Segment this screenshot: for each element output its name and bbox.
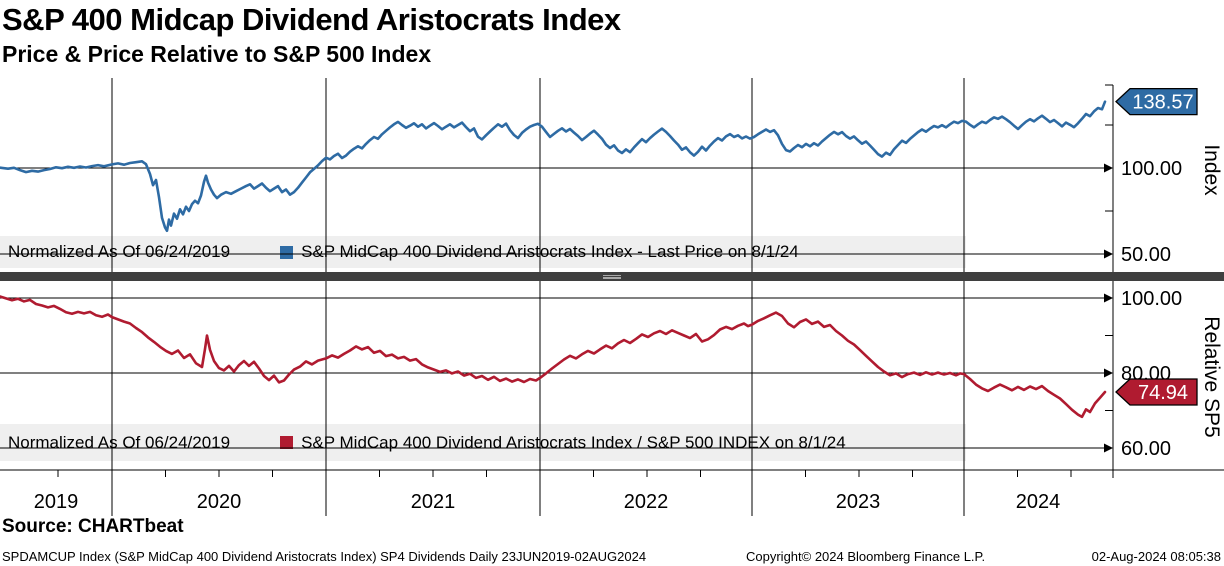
top-last-price-value: 138.57 (1132, 92, 1193, 114)
bottom-series-line (0, 295, 1107, 419)
bottom-ytick-label: 80.00 (1121, 363, 1171, 385)
panel-drag-handle-icon[interactable] (599, 273, 625, 280)
x-axis-year-label: 2021 (411, 491, 456, 513)
bottom-last-price-value: 74.94 (1138, 382, 1188, 404)
page-title: S&P 400 Midcap Dividend Aristocrats Inde… (2, 2, 621, 37)
panel-separator-bar (0, 272, 1224, 281)
x-axis-year-label: 2023 (836, 491, 881, 513)
top-legend: Normalized As Of 06/24/2019 S&P MidCap 4… (8, 236, 799, 268)
blue-series-swatch-icon (280, 245, 294, 259)
top-legend-background (0, 236, 966, 268)
x-axis-year-label: 2024 (1016, 491, 1061, 513)
bottom-ytick-label: 60.00 (1121, 438, 1171, 460)
red-series-swatch-icon (280, 436, 294, 449)
top-last-price-badge: 138.57 (1115, 88, 1198, 116)
page-subtitle: Price & Price Relative to S&P 500 Index (2, 41, 432, 67)
x-axis-year-label: 2019 (34, 491, 79, 513)
top-normalized-label: Normalized As Of 06/24/2019 (8, 242, 231, 261)
bottom-axis-unit-label: Relative SP5 (1200, 316, 1223, 437)
x-axis-year-label: 2022 (624, 491, 669, 513)
bottom-legend-background (0, 424, 966, 461)
x-axis: 2019 2020 2021 2022 2023 2024 (0, 469, 1224, 516)
bottom-series-label: S&P MidCap 400 Dividend Aristocrats Inde… (301, 432, 846, 452)
top-axis-unit-label: Index (1200, 144, 1223, 196)
footer-copyright: Copyright© 2024 Bloomberg Finance L.P. (746, 549, 986, 564)
top-ytick-label: 100.00 (1121, 158, 1182, 180)
bottom-ytick-label: 100.00 (1121, 288, 1182, 310)
top-series-label: S&P MidCap 400 Dividend Aristocrats Inde… (301, 242, 799, 261)
bottom-legend: Normalized As Of 06/24/2019 S&P MidCap 4… (8, 424, 846, 461)
footer-datetime: 02-Aug-2024 08:05:38 (1091, 549, 1221, 564)
x-axis-year-label: 2020 (197, 491, 242, 513)
top-ytick-label: 50.00 (1121, 244, 1171, 266)
source-label: Source: CHARTbeat (2, 516, 184, 537)
footer-description: SPDAMCUP Index (S&P MidCap 400 Dividend … (2, 549, 647, 564)
bottom-normalized-label: Normalized As Of 06/24/2019 (8, 432, 231, 452)
bottom-last-price-badge: 74.94 (1115, 378, 1198, 406)
top-series-line (0, 100, 1107, 233)
